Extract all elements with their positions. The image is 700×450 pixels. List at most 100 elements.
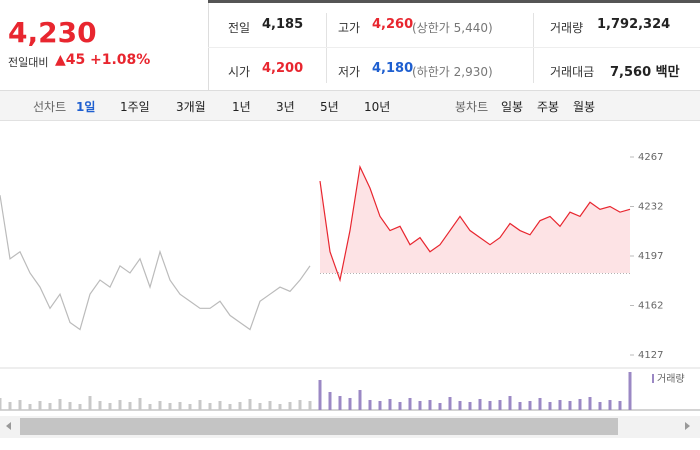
- volume-bar: [598, 402, 602, 410]
- volume-bar: [608, 400, 612, 410]
- volume-bar: [478, 399, 482, 410]
- change-pct: +1.08%: [90, 52, 151, 68]
- volume-bar: [58, 399, 62, 410]
- range-button[interactable]: 5년: [320, 100, 339, 114]
- volume-bar: [368, 400, 372, 410]
- volume-bar: [108, 403, 112, 410]
- y-tick-label: 4197: [638, 251, 663, 262]
- volume-bar: [488, 401, 492, 410]
- range-button[interactable]: 10년: [364, 100, 391, 114]
- candle-button[interactable]: 월봉: [573, 100, 596, 114]
- stat-extra: (하한가 2,930): [412, 65, 493, 79]
- volume-bar: [98, 401, 102, 410]
- legend-swatch: [652, 374, 654, 383]
- stat-label: 시가: [228, 65, 251, 79]
- stat-value: 1,792,324: [597, 17, 671, 32]
- toolbar: 선차트 1일 1주일 3개월 1년 3년 5년 10년 봉차트 일봉 주봉 월봉: [0, 90, 700, 121]
- volume-bar: [18, 400, 22, 410]
- volume-bar: [158, 401, 162, 410]
- volume-bar: [288, 402, 292, 410]
- stat-value: 4,185: [262, 17, 304, 32]
- volume-bar: [118, 400, 122, 410]
- volume-bar: [128, 402, 132, 410]
- stat-label: 고가: [338, 21, 361, 35]
- candle-button[interactable]: 주봉: [537, 100, 560, 114]
- separator: [326, 13, 327, 83]
- volume-bar: [468, 402, 472, 410]
- stat-value: 7,560 백만: [610, 65, 680, 80]
- scroll-thumb[interactable]: [20, 418, 618, 435]
- change-value: 45: [65, 52, 86, 68]
- volume-bar: [418, 401, 422, 410]
- volume-bar: [568, 401, 572, 410]
- stat-label: 저가: [338, 65, 361, 79]
- volume-bar: [38, 401, 42, 410]
- stat-extra: (상한가 5,440): [412, 21, 493, 35]
- volume-bar: [48, 403, 52, 410]
- volume-bar: [318, 380, 322, 410]
- volume-bar: [208, 403, 212, 410]
- price-line: [0, 195, 311, 331]
- volume-bar: [88, 396, 92, 410]
- volume-bar: [628, 372, 632, 410]
- volume-bar: [78, 404, 82, 410]
- stat-value: 4,200: [262, 61, 304, 76]
- volume-bar: [358, 390, 362, 410]
- volume-bar: [408, 398, 412, 410]
- volume-bar: [8, 402, 12, 410]
- volume-bar: [298, 400, 302, 410]
- y-tick-label: 4232: [638, 202, 663, 213]
- volume-bar: [228, 404, 232, 410]
- volume-bar: [338, 396, 342, 410]
- volume-bar: [618, 401, 622, 410]
- stat-value: 4,180: [372, 61, 414, 76]
- line-label: 선차트: [33, 100, 67, 114]
- volume-bar: [68, 402, 72, 410]
- stats: 전일 4,185 고가 4,260 (상한가 5,440) 거래량 1,792,324 시가 4…: [208, 0, 700, 90]
- volume-bar: [178, 402, 182, 410]
- candle-button[interactable]: 일봉: [501, 100, 524, 114]
- volume-bar: [458, 401, 462, 410]
- range-button[interactable]: 1년: [232, 100, 251, 114]
- volume-bar: [238, 402, 242, 410]
- price-line: [319, 164, 631, 283]
- volume-bar: [258, 403, 262, 410]
- volume-bar: [218, 401, 222, 410]
- stat-value: 4,260: [372, 17, 414, 32]
- volume-bar: [528, 401, 532, 410]
- volume-bar: [198, 400, 202, 410]
- candle-label: 봉차트: [455, 100, 489, 114]
- volume-bar: [578, 399, 582, 410]
- separator: [208, 47, 700, 48]
- volume-bar: [548, 402, 552, 410]
- price-area: [320, 166, 630, 281]
- range-button[interactable]: 3년: [276, 100, 295, 114]
- volume-bar: [308, 401, 312, 410]
- volume-bar: [328, 392, 332, 410]
- range-button[interactable]: 1주일: [120, 100, 150, 114]
- legend-label: 거래량: [657, 373, 685, 385]
- separator: [533, 13, 534, 83]
- stat-label: 거래량: [550, 21, 584, 35]
- y-tick-label: 4127: [638, 350, 663, 361]
- volume-bar: [0, 398, 2, 410]
- volume-bar: [518, 402, 522, 410]
- volume-bar: [278, 404, 282, 410]
- y-tick-label: 4162: [638, 301, 663, 312]
- change: ▲45: [55, 52, 86, 68]
- volume-bar: [168, 403, 172, 410]
- volume-bar: [538, 398, 542, 410]
- stat-label: 전일: [228, 21, 251, 35]
- range-button[interactable]: 3개월: [176, 100, 206, 114]
- price: 4,230: [8, 16, 97, 49]
- range-button[interactable]: 1일: [76, 100, 96, 114]
- volume-bar: [348, 398, 352, 410]
- chart: 거래량 4267 4232 4197 4162 4127: [0, 120, 700, 438]
- volume-bar: [438, 403, 442, 410]
- volume-bar: [398, 402, 402, 410]
- volume-bar: [268, 401, 272, 410]
- volume-bar: [148, 404, 152, 410]
- volume-bar: [388, 399, 392, 410]
- volume-bar: [188, 404, 192, 410]
